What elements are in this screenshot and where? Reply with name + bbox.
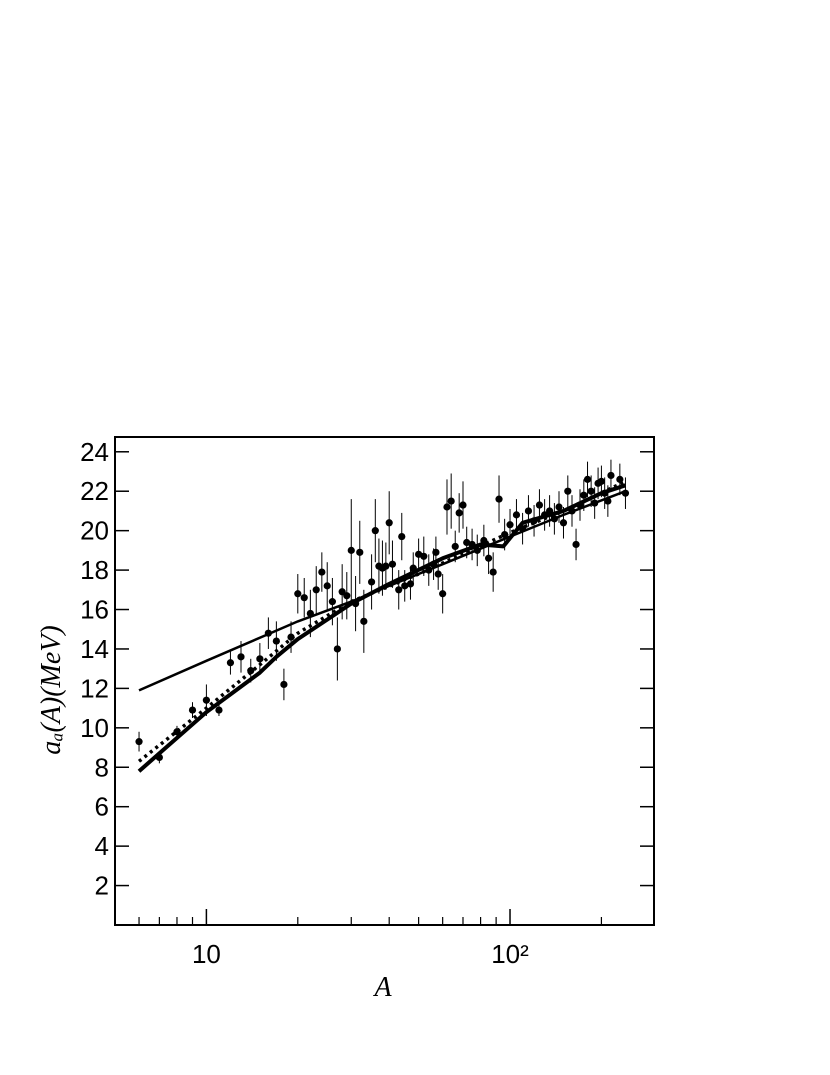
data-point <box>202 696 210 704</box>
data-point <box>272 637 280 645</box>
data-point <box>300 594 308 602</box>
y-tick-label: 18 <box>80 555 109 585</box>
data-point <box>597 477 606 485</box>
data-point <box>406 580 415 588</box>
data-point <box>318 568 326 576</box>
data-point <box>237 653 245 661</box>
data-point <box>555 503 563 511</box>
data-point <box>434 570 442 578</box>
data-point <box>459 501 467 509</box>
data-point <box>564 487 572 495</box>
data-point <box>135 738 143 746</box>
y-tick-label: 6 <box>95 792 109 822</box>
y-axis-label: aₐ(A)(MeV) <box>36 625 67 754</box>
data-point <box>371 527 379 535</box>
data-point <box>347 546 355 554</box>
data-point <box>388 560 397 568</box>
fit-curve <box>137 483 627 773</box>
y-tick-label: 14 <box>80 634 109 664</box>
data-point <box>385 519 393 527</box>
data-point <box>535 501 544 509</box>
data-point <box>506 521 514 529</box>
data-point <box>401 582 409 590</box>
data-point <box>215 706 223 714</box>
data-point <box>580 491 588 499</box>
data-point <box>455 509 463 517</box>
data-point <box>367 578 376 586</box>
data-point <box>587 487 595 495</box>
data-point <box>484 554 493 562</box>
data-point <box>489 568 497 576</box>
y-tick-label: 10 <box>80 713 109 743</box>
data-point <box>439 590 447 598</box>
data-point <box>583 475 592 483</box>
data-point <box>395 586 403 594</box>
y-tick-label: 16 <box>80 595 109 625</box>
data-point <box>512 511 521 519</box>
y-tick-label: 22 <box>80 476 109 506</box>
data-point <box>328 598 336 606</box>
data-point <box>333 645 341 653</box>
data-point <box>420 552 428 560</box>
data-point <box>312 586 320 594</box>
data-point <box>188 706 197 714</box>
data-point <box>607 471 615 480</box>
y-tick-label: 4 <box>95 831 109 861</box>
data-point <box>447 497 455 505</box>
y-tick-label: 12 <box>80 673 109 703</box>
data-point <box>398 532 406 541</box>
data-point <box>495 495 503 503</box>
data-point <box>294 590 302 598</box>
data-point <box>572 540 580 549</box>
data-point <box>226 659 235 667</box>
plot-frame <box>114 436 655 926</box>
fit-curve <box>137 479 627 763</box>
data-point <box>443 503 451 511</box>
x-axis-label: A <box>372 972 392 1003</box>
x-tick-label: 10 <box>192 939 221 969</box>
data-point <box>323 582 331 590</box>
y-tick-label: 20 <box>80 516 109 546</box>
data-point <box>343 592 351 600</box>
data-point <box>382 562 390 570</box>
y-tick-label: 8 <box>95 752 109 782</box>
data-point <box>616 475 624 483</box>
data-point <box>280 680 288 689</box>
data-point <box>559 519 568 527</box>
data-point <box>360 617 368 625</box>
data-point <box>356 548 364 556</box>
data-point <box>432 548 440 556</box>
y-tick-label: 2 <box>95 871 109 901</box>
x-tick-label: 10² <box>491 939 529 969</box>
data-point <box>524 507 533 515</box>
data-point <box>256 655 264 663</box>
y-tick-label: 24 <box>80 437 109 467</box>
data-point <box>451 542 459 551</box>
